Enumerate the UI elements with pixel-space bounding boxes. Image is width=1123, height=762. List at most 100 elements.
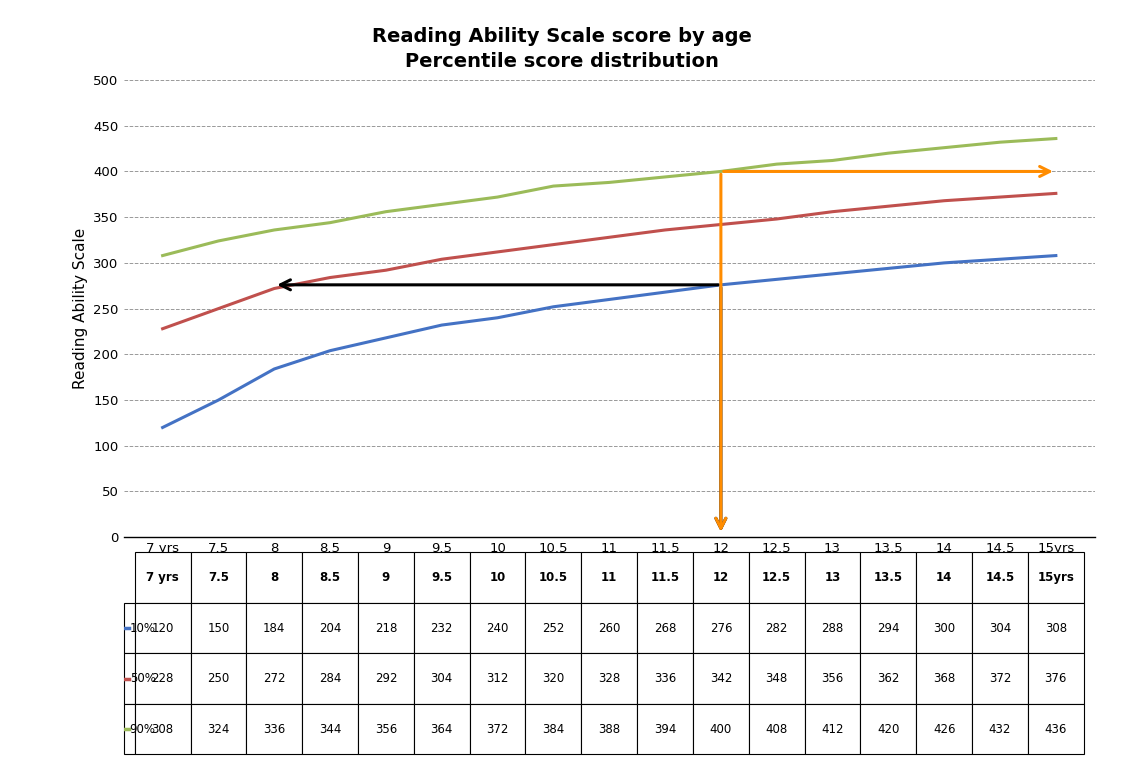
Text: 282: 282	[766, 622, 788, 635]
Bar	[582, 704, 637, 754]
Bar	[246, 653, 302, 704]
Bar	[469, 552, 526, 603]
Text: 336: 336	[654, 672, 676, 685]
Bar	[637, 704, 693, 754]
Text: 394: 394	[654, 722, 676, 735]
Bar	[749, 704, 804, 754]
Bar	[582, 603, 637, 653]
Bar	[973, 603, 1028, 653]
Bar	[191, 704, 246, 754]
Text: 356: 356	[821, 672, 843, 685]
Text: 312: 312	[486, 672, 509, 685]
Text: 372: 372	[989, 672, 1011, 685]
Bar	[191, 603, 246, 653]
Text: 12.5: 12.5	[763, 572, 792, 584]
Bar	[246, 603, 302, 653]
Bar	[358, 704, 414, 754]
Text: 10.5: 10.5	[539, 572, 568, 584]
Bar	[693, 552, 749, 603]
Text: 252: 252	[542, 622, 565, 635]
Text: 362: 362	[877, 672, 900, 685]
Text: 348: 348	[766, 672, 788, 685]
Bar	[246, 704, 302, 754]
Bar	[1028, 704, 1084, 754]
Text: 276: 276	[710, 622, 732, 635]
Bar	[414, 603, 469, 653]
Text: 12: 12	[713, 572, 729, 584]
Text: 7.5: 7.5	[208, 572, 229, 584]
Text: 342: 342	[710, 672, 732, 685]
Bar	[582, 552, 637, 603]
Text: 344: 344	[319, 722, 341, 735]
Bar	[302, 603, 358, 653]
Text: 184: 184	[263, 622, 285, 635]
Bar	[358, 653, 414, 704]
Bar	[414, 552, 469, 603]
Text: 436: 436	[1044, 722, 1067, 735]
Text: 388: 388	[599, 722, 620, 735]
Text: 11.5: 11.5	[650, 572, 679, 584]
Text: 250: 250	[208, 672, 229, 685]
Text: 9.5: 9.5	[431, 572, 453, 584]
Bar	[469, 653, 526, 704]
Bar	[1028, 603, 1084, 653]
Text: 10%: 10%	[129, 622, 156, 635]
Bar	[637, 653, 693, 704]
Text: 294: 294	[877, 622, 900, 635]
Y-axis label: Reading Ability Scale: Reading Ability Scale	[73, 228, 88, 389]
Text: 364: 364	[430, 722, 453, 735]
Text: 308: 308	[1044, 622, 1067, 635]
Text: 150: 150	[208, 622, 229, 635]
Bar	[526, 653, 582, 704]
Bar	[135, 603, 191, 653]
Bar	[637, 603, 693, 653]
Text: 372: 372	[486, 722, 509, 735]
Text: 268: 268	[654, 622, 676, 635]
Text: 356: 356	[375, 722, 398, 735]
Bar	[693, 704, 749, 754]
Text: 204: 204	[319, 622, 341, 635]
Bar	[804, 653, 860, 704]
Text: 288: 288	[821, 622, 843, 635]
Bar	[860, 603, 916, 653]
Text: 420: 420	[877, 722, 900, 735]
Bar	[973, 653, 1028, 704]
Bar	[916, 704, 973, 754]
Text: 400: 400	[710, 722, 732, 735]
Bar	[804, 552, 860, 603]
Bar	[582, 653, 637, 704]
Bar	[693, 603, 749, 653]
Bar	[860, 552, 916, 603]
Text: 284: 284	[319, 672, 341, 685]
Text: 7 yrs: 7 yrs	[146, 572, 179, 584]
Bar	[804, 704, 860, 754]
Text: 292: 292	[375, 672, 398, 685]
Text: 218: 218	[375, 622, 398, 635]
Text: 240: 240	[486, 622, 509, 635]
Text: 272: 272	[263, 672, 285, 685]
Bar	[804, 603, 860, 653]
Bar	[860, 704, 916, 754]
Bar	[302, 704, 358, 754]
Text: 300: 300	[933, 622, 956, 635]
Text: 13.5: 13.5	[874, 572, 903, 584]
Bar	[469, 603, 526, 653]
Text: 90%: 90%	[129, 722, 156, 735]
Bar	[124, 704, 135, 754]
Bar	[749, 603, 804, 653]
Bar	[916, 603, 973, 653]
Bar	[1028, 552, 1084, 603]
Text: 14: 14	[935, 572, 952, 584]
Bar	[526, 603, 582, 653]
Bar	[191, 552, 246, 603]
Bar	[246, 552, 302, 603]
Text: 8.5: 8.5	[320, 572, 340, 584]
Bar	[135, 653, 191, 704]
Bar	[526, 704, 582, 754]
Bar	[191, 653, 246, 704]
Text: 13: 13	[824, 572, 841, 584]
Bar	[469, 704, 526, 754]
Text: 328: 328	[599, 672, 620, 685]
Bar	[124, 603, 135, 653]
Bar	[135, 552, 191, 603]
